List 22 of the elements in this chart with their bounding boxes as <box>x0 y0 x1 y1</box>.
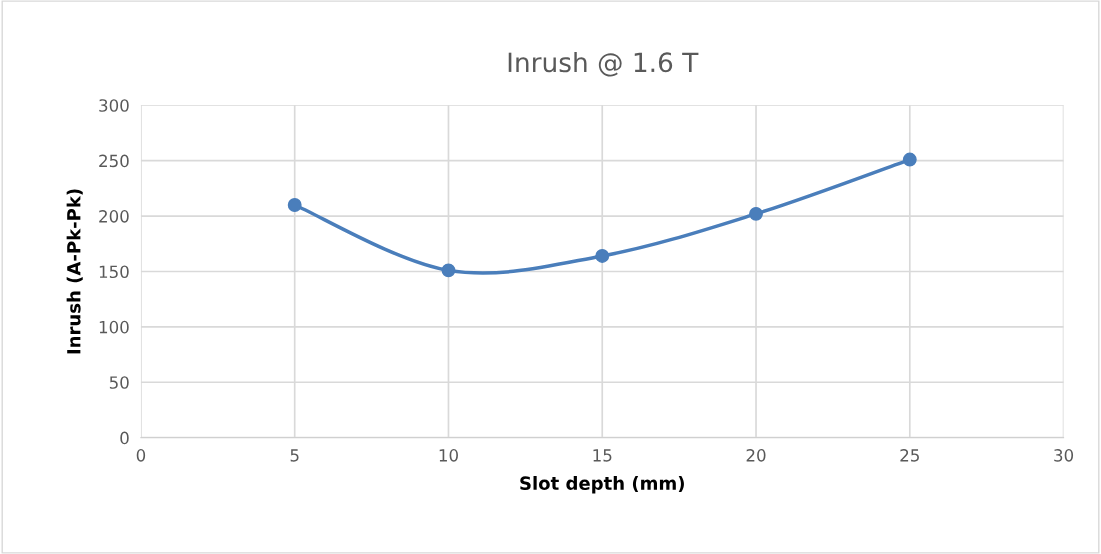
y-tick-label: 0 <box>120 431 129 445</box>
y-tick-label: 50 <box>109 376 129 389</box>
point <box>902 152 917 167</box>
x-tick-label: 30 <box>1054 449 1074 462</box>
y-tick-label: 150 <box>99 265 129 279</box>
chart-title: Inrush @ 1.6 T <box>508 51 699 77</box>
point <box>287 198 302 212</box>
x-axis-title: Slot depth (mm) <box>520 476 684 494</box>
x-tick-label: 25 <box>900 449 919 462</box>
y-axis-title: Inrush (A-Pk-Pk) <box>66 189 83 354</box>
x-tick-label: 10 <box>439 449 458 462</box>
point <box>749 206 763 221</box>
x-tick-label: 15 <box>593 449 612 462</box>
y-tick-label: 100 <box>99 320 129 334</box>
x-tick-label: 5 <box>290 449 299 462</box>
y-tick-label: 250 <box>99 154 129 168</box>
point <box>595 249 610 263</box>
x-tick-label: 20 <box>746 449 766 462</box>
point <box>441 263 456 278</box>
y-tick-label: 300 <box>99 99 129 112</box>
x-tick-label: 0 <box>136 449 146 462</box>
y-tick-label: 200 <box>99 210 129 223</box>
